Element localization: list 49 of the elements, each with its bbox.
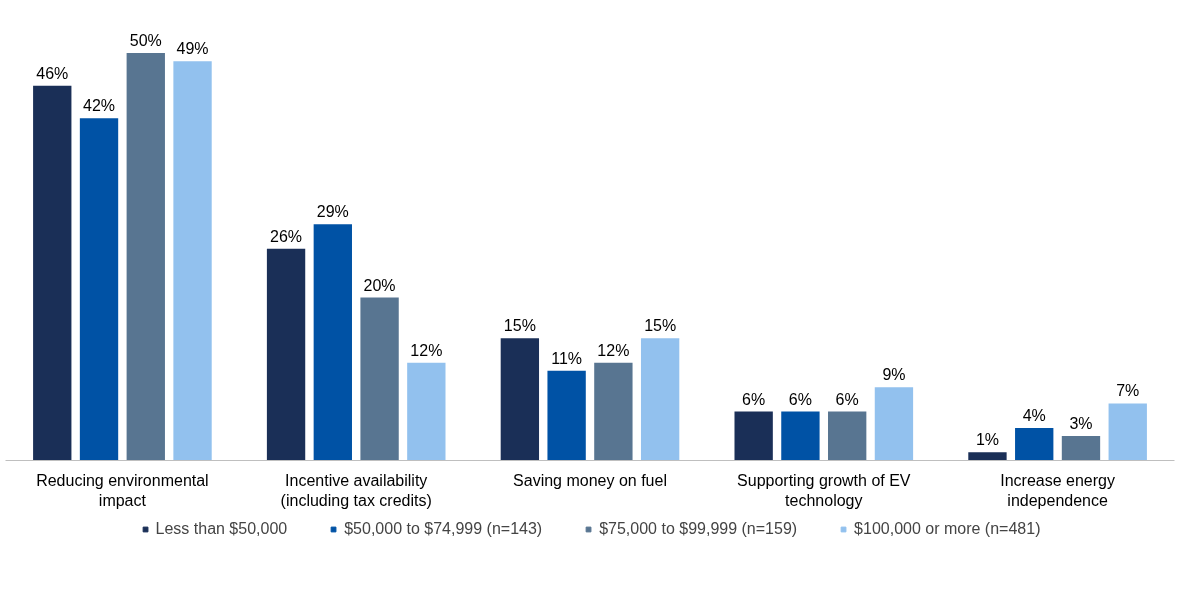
bar (874, 387, 914, 461)
data-label: 1% (975, 431, 1000, 449)
x-tick-label: Incentive availability (including tax credits) (280, 471, 432, 509)
data-label: 20% (363, 276, 396, 294)
bar (594, 362, 633, 461)
legend-label: $100,000 or more (n=481) (854, 520, 1041, 538)
data-label: 46% (36, 64, 69, 82)
bar (313, 224, 352, 461)
data-label: 11% (551, 349, 583, 367)
bar (500, 338, 540, 461)
data-label: 12% (597, 341, 630, 359)
x-tick-label: Increase energy independence (1000, 471, 1115, 509)
bar (828, 411, 867, 461)
data-label: 15% (644, 317, 677, 335)
x-tick-label: Reducing environmental impact (36, 471, 209, 509)
data-label: 9% (882, 366, 906, 384)
data-label: 7% (1116, 382, 1140, 400)
bar (547, 370, 586, 461)
data-label: 49% (176, 40, 209, 58)
bar (126, 53, 165, 461)
bar (968, 452, 1007, 461)
data-label: 6% (835, 390, 859, 408)
bar (1061, 436, 1101, 461)
data-label: 6% (788, 390, 812, 408)
x-tick-label: Supporting growth of EV technology (737, 471, 911, 509)
data-label: 6% (742, 390, 766, 408)
legend-label: Less than $50,000 (155, 520, 288, 538)
legend-label: $50,000 to $74,999 (n=143) (344, 520, 543, 538)
bar (640, 338, 680, 461)
data-label: 15% (503, 317, 536, 335)
bar (173, 61, 212, 461)
data-label: 3% (1069, 415, 1093, 433)
bar (266, 248, 306, 461)
x-tick-label: Saving money on fuel (513, 471, 667, 489)
bar (781, 411, 820, 461)
data-label: 12% (410, 341, 443, 359)
data-label: 4% (1022, 406, 1046, 424)
data-label: 50% (129, 32, 162, 50)
bar (360, 297, 399, 461)
data-label: 29% (316, 203, 349, 221)
bar (407, 362, 446, 461)
legend-label: $75,000 to $99,999 (n=159) (599, 520, 798, 538)
bar (79, 118, 119, 461)
bar (33, 85, 72, 461)
data-label: 26% (270, 227, 303, 245)
bar (1108, 403, 1147, 461)
data-label: 42% (83, 97, 116, 115)
bar (1015, 427, 1054, 461)
bar (734, 411, 773, 461)
